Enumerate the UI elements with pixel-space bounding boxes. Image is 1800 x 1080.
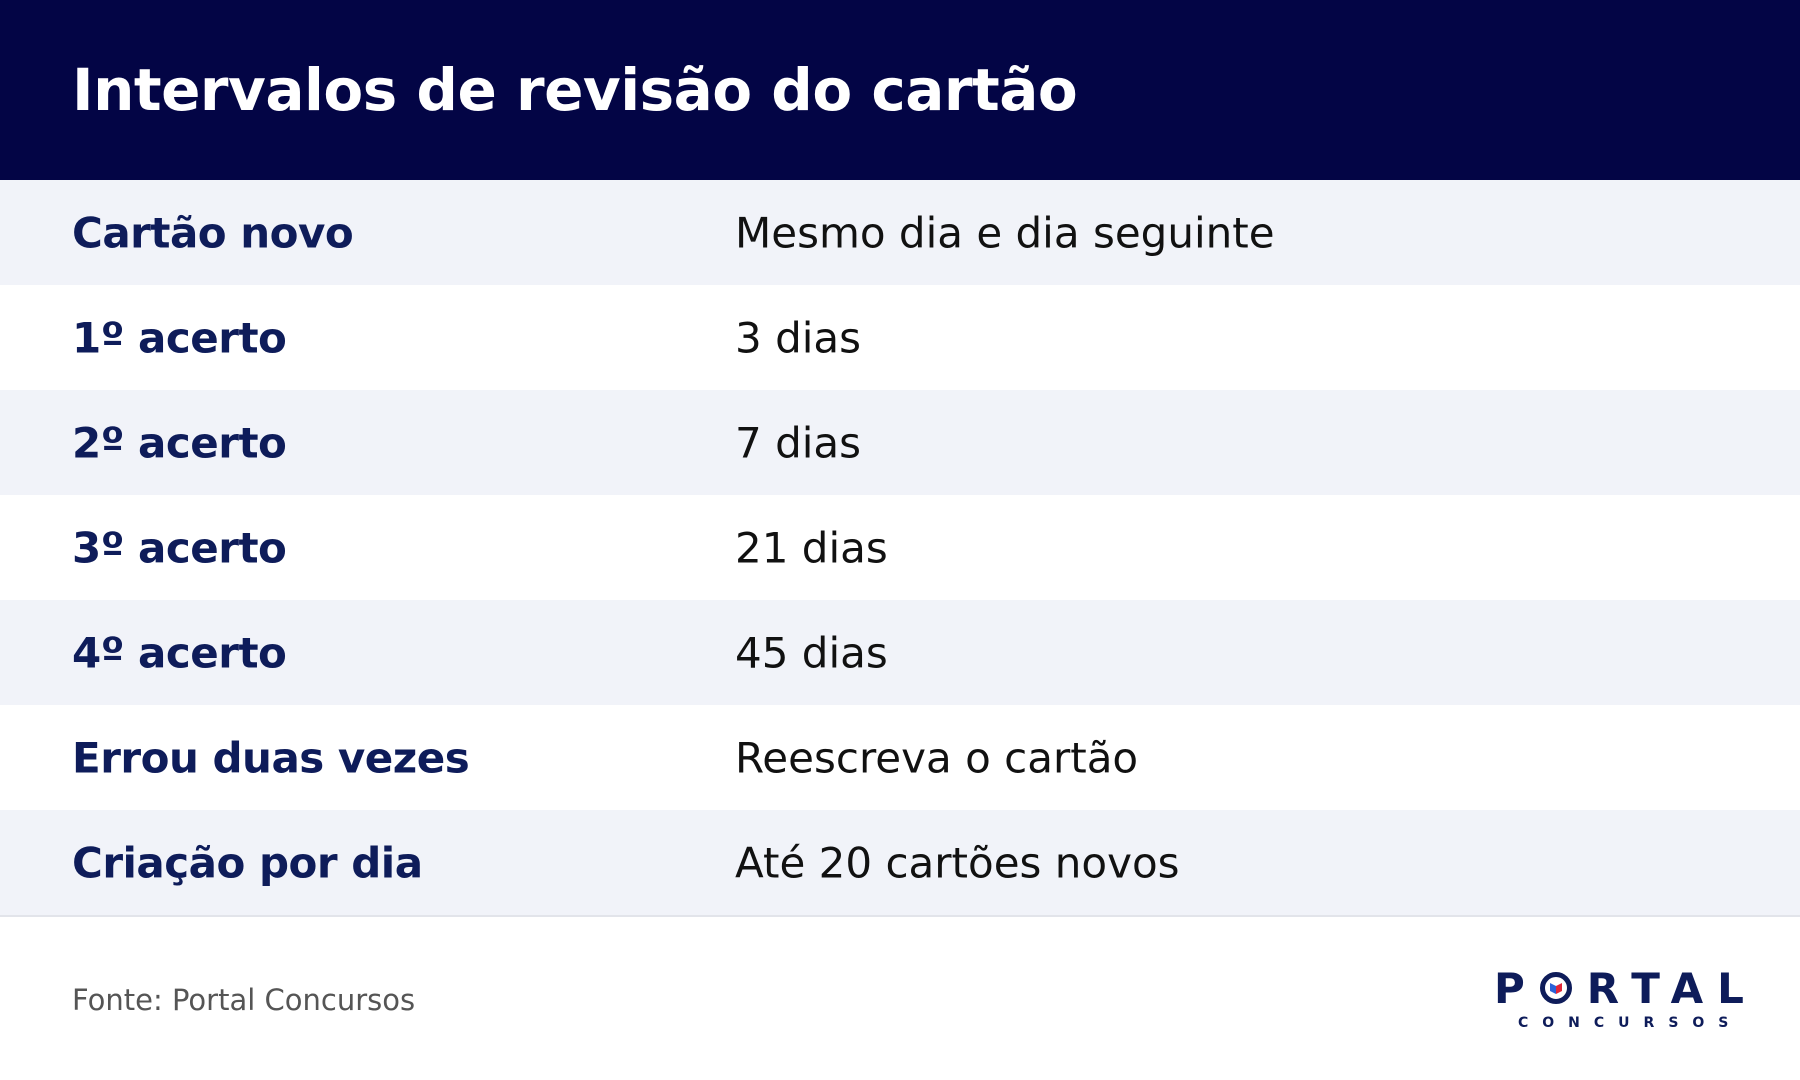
table-row: 1º acerto 3 dias xyxy=(0,285,1800,390)
page-title: Intervalos de revisão do cartão xyxy=(72,56,1078,124)
row-value: 7 dias xyxy=(735,418,862,467)
logo-letter-p: P xyxy=(1494,963,1539,1013)
row-label: Cartão novo xyxy=(72,208,354,257)
table-row: 2º acerto 7 dias xyxy=(0,390,1800,495)
logo-subtitle: CONCURSOS xyxy=(1518,1015,1743,1031)
row-value: 21 dias xyxy=(735,523,888,572)
row-value: 45 dias xyxy=(735,628,888,677)
row-value: 3 dias xyxy=(735,313,862,362)
logo-letters-rtal: RTAL xyxy=(1586,963,1758,1013)
portal-o-emblem-icon xyxy=(1539,972,1572,1004)
row-label: 3º acerto xyxy=(72,523,287,572)
portal-concursos-logo: P RTAL CONCURSOS xyxy=(1494,964,1744,1035)
footer-divider xyxy=(0,915,1800,917)
row-label: 2º acerto xyxy=(72,418,287,467)
row-value: Reescreva o cartão xyxy=(735,733,1139,782)
logo-wordmark: P RTAL xyxy=(1494,963,1758,1013)
table-row: 3º acerto 21 dias xyxy=(0,495,1800,600)
table-row: Cartão novo Mesmo dia e dia seguinte xyxy=(0,180,1800,285)
row-value: Mesmo dia e dia seguinte xyxy=(735,208,1275,257)
intervals-table: Cartão novo Mesmo dia e dia seguinte 1º … xyxy=(0,180,1800,915)
row-label: 4º acerto xyxy=(72,628,287,677)
table-row: Errou duas vezes Reescreva o cartão xyxy=(0,705,1800,810)
row-value: Até 20 cartões novos xyxy=(735,838,1180,887)
table-row: 4º acerto 45 dias xyxy=(0,600,1800,705)
row-label: 1º acerto xyxy=(72,313,287,362)
row-label: Errou duas vezes xyxy=(72,733,470,782)
row-label: Criação por dia xyxy=(72,838,423,887)
header-banner: Intervalos de revisão do cartão xyxy=(0,0,1800,180)
source-note: Fonte: Portal Concursos xyxy=(72,983,416,1017)
table-row: Criação por dia Até 20 cartões novos xyxy=(0,810,1800,915)
